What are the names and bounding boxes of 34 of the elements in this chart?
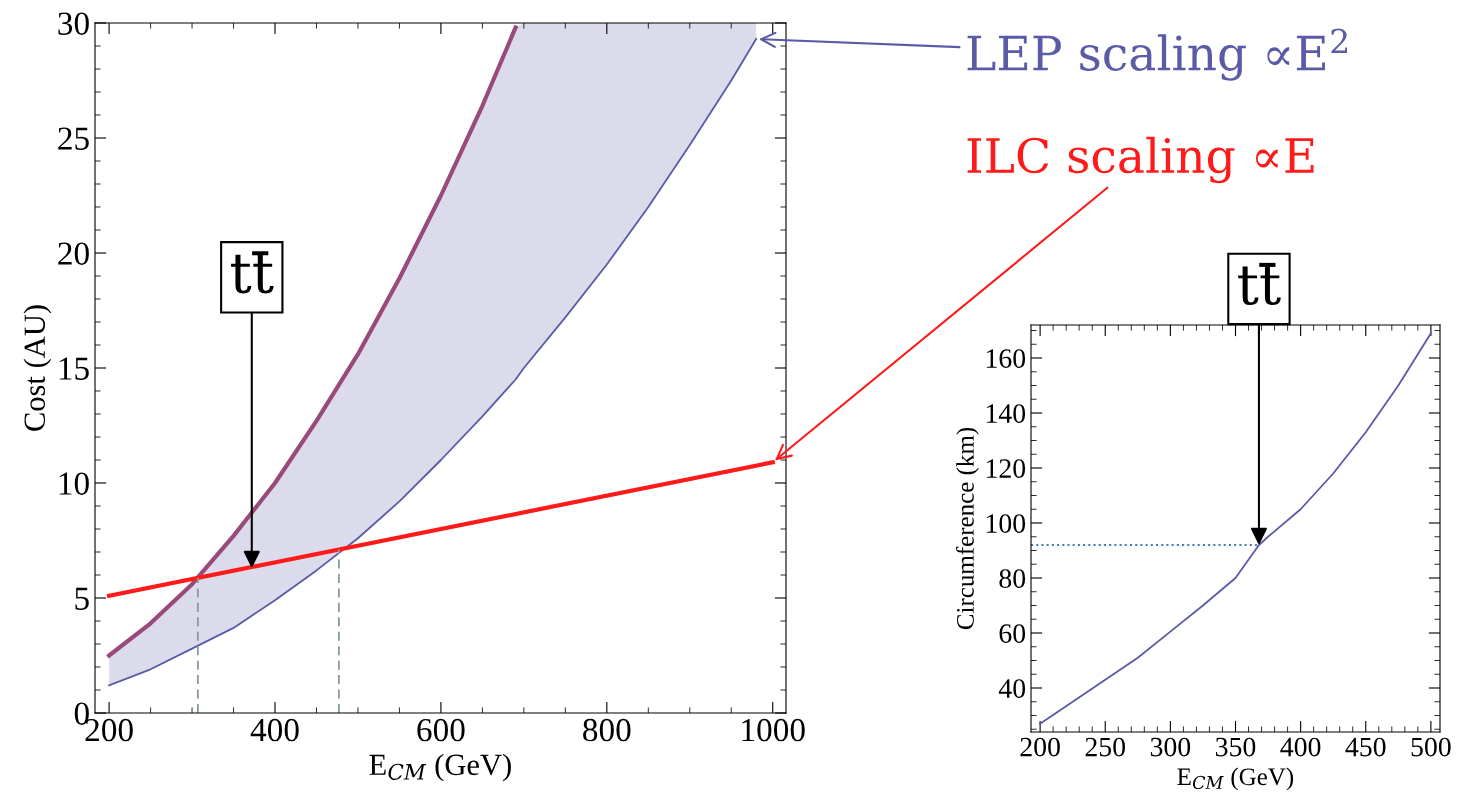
y-tick-label: 160 [986, 349, 1026, 368]
x-tick-label: 800 [583, 718, 631, 742]
x-axis-title: E$_{CM}$ (GeV) [1177, 767, 1294, 791]
legend-label: LEP scaling ∝E$^{2}$ [967, 28, 1347, 81]
x-tick-label: 400 [250, 718, 299, 742]
y-tick-label: 100 [986, 514, 1026, 533]
annotation: tt̄ [231, 251, 274, 294]
y-tick-label: 140 [986, 404, 1026, 423]
line-series [1039, 332, 1432, 725]
y-tick-label: 20 [58, 242, 89, 265]
x-tick-label: 450 [1345, 737, 1386, 757]
y-tick-label: 120 [986, 459, 1026, 478]
x-tick-label: 1000 [742, 718, 805, 742]
annotation: tt̄ [1238, 262, 1281, 306]
y-tick-label: 40 [998, 679, 1026, 698]
x-tick-label: 350 [1215, 737, 1256, 757]
y-tick-label: 5 [75, 587, 89, 610]
y-tick-label: 25 [58, 127, 89, 150]
y-tick-label: 15 [59, 357, 89, 380]
y-tick-label: 60 [999, 624, 1026, 643]
y-axis-title: Circumference (km) [955, 427, 979, 630]
x-axis-title: E$_{CM}$ (GeV) [369, 753, 511, 782]
y-tick-label: 10 [59, 472, 89, 495]
x-tick-label: 300 [1150, 737, 1191, 757]
x-tick-label: 200 [1020, 737, 1060, 757]
x-tick-label: 250 [1085, 737, 1126, 757]
y-tick-label: 30 [58, 12, 89, 35]
line-series [107, 25, 518, 658]
x-tick-label: 500 [1411, 737, 1451, 757]
y-axis-title: Cost (AU) [23, 305, 52, 431]
x-tick-label: 400 [1280, 737, 1321, 757]
y-tick-label: 80 [999, 569, 1026, 588]
x-tick-label: 600 [417, 718, 465, 742]
text: ILC scaling ∝E [967, 136, 1314, 184]
